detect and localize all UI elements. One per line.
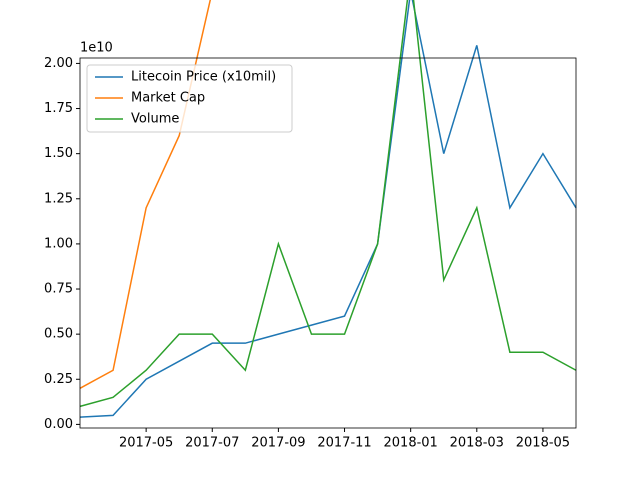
y-tick-label: 1.75 — [44, 101, 73, 116]
x-tick-label: 2018-05 — [516, 436, 570, 451]
line-series — [79, 0, 212, 389]
legend-label: Litecoin Price (x10mil) — [131, 70, 276, 85]
legend-box — [86, 64, 293, 133]
y-tick-label: 1.25 — [44, 191, 73, 206]
x-tick-label: 2017-07 — [185, 436, 239, 451]
x-tick-label: 2018-03 — [450, 436, 504, 451]
legend-label: Volume — [131, 112, 179, 127]
y-tick-label: 1.00 — [44, 236, 73, 251]
x-tick-label: 2017-09 — [251, 436, 305, 451]
x-tick-label: 2017-05 — [119, 436, 173, 451]
plot-frame — [79, 57, 577, 429]
y-tick-label: 0.25 — [44, 372, 73, 387]
line-series — [79, 0, 577, 408]
offset-label: 1e10 — [80, 41, 113, 56]
x-tick-label: 2017-11 — [317, 436, 371, 451]
y-tick-label: 1.50 — [44, 146, 73, 161]
legend-label: Market Cap — [131, 91, 205, 106]
y-tick-label: 2.00 — [44, 56, 73, 71]
y-tick-label: 0.00 — [44, 417, 73, 432]
y-tick-label: 0.75 — [44, 282, 73, 297]
x-tick-label: 2018-01 — [384, 436, 438, 451]
line-series — [79, 0, 577, 418]
y-tick-label: 0.50 — [44, 327, 73, 342]
